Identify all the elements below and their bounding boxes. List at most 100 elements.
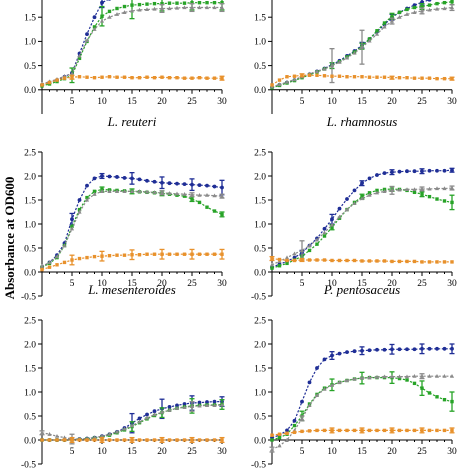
x-tick-label: 25: [187, 97, 197, 107]
data-point: [314, 237, 320, 242]
data-point: [197, 183, 202, 188]
series-orange: [270, 73, 455, 87]
data-point: [92, 176, 97, 181]
data-point: [352, 188, 357, 193]
data-point: [204, 5, 210, 10]
data-point: [129, 423, 135, 428]
data-point: [442, 186, 447, 191]
x-tick-label: 25: [417, 97, 427, 107]
data-point: [315, 428, 319, 433]
data-point: [427, 346, 432, 351]
data-point: [197, 438, 202, 442]
x-tick-label: 10: [327, 97, 337, 107]
data-point: [412, 76, 417, 80]
data-point: [182, 194, 187, 198]
data-point: [47, 80, 52, 85]
data-point: [99, 189, 105, 193]
data-point: [450, 346, 454, 351]
panel-title: P. pentosaceus: [323, 282, 400, 297]
y-tick-label: 0.5: [254, 244, 266, 254]
data-point: [182, 405, 187, 409]
data-point: [130, 76, 134, 80]
data-point: [145, 412, 149, 417]
data-point: [367, 375, 372, 380]
series-line: [271, 348, 452, 439]
y-tick-label: 0.5: [24, 412, 36, 422]
data-point: [270, 438, 274, 442]
data-point: [390, 347, 394, 352]
x-tick-label: 20: [387, 97, 397, 107]
data-point: [412, 187, 417, 192]
data-point: [85, 32, 89, 37]
data-point: [450, 428, 454, 433]
data-point: [427, 0, 432, 2]
data-point: [130, 438, 134, 442]
data-point: [212, 399, 217, 404]
data-point: [315, 258, 319, 262]
data-point: [397, 169, 402, 174]
data-point: [145, 178, 149, 183]
data-point: [420, 260, 424, 264]
data-point: [69, 71, 75, 76]
data-point: [270, 83, 274, 87]
data-point: [167, 76, 172, 80]
data-point: [92, 435, 97, 440]
data-point: [345, 197, 349, 201]
data-point: [435, 428, 439, 433]
data-point: [427, 373, 432, 378]
data-point: [315, 366, 319, 370]
data-point: [389, 374, 395, 379]
series-gray: [269, 373, 455, 453]
data-point: [137, 253, 142, 257]
data-point: [322, 230, 327, 235]
data-point: [197, 252, 202, 256]
y-tick-label: 1.5: [254, 196, 266, 206]
data-point: [322, 234, 327, 238]
data-point: [270, 266, 274, 270]
data-point: [449, 373, 455, 378]
series-blue: [270, 167, 455, 270]
data-point: [300, 429, 304, 434]
y-tick-label: 1.0: [254, 38, 266, 48]
data-point: [77, 75, 82, 79]
data-point: [220, 438, 224, 442]
x-tick-label: 15: [127, 447, 137, 457]
data-point: [375, 188, 379, 193]
x-tick-label: 25: [417, 447, 427, 457]
x-tick-label: 30: [447, 97, 457, 107]
data-point: [345, 75, 349, 79]
x-tick-label: 20: [157, 279, 167, 289]
data-point: [345, 258, 349, 263]
x-tick-label: 25: [417, 279, 427, 289]
data-point: [190, 197, 194, 201]
x-tick-label: 30: [217, 97, 227, 107]
series-gray: [269, 185, 455, 267]
data-point: [220, 185, 224, 190]
data-point: [270, 433, 274, 437]
data-point: [397, 15, 402, 19]
data-point: [307, 243, 312, 248]
y-tick-label: 0.5: [24, 62, 36, 72]
data-point: [299, 416, 305, 420]
data-point: [382, 189, 387, 193]
data-point: [450, 260, 454, 264]
data-point: [434, 6, 440, 11]
data-point: [182, 252, 187, 256]
data-point: [189, 192, 195, 197]
y-tick-label: 1.5: [254, 364, 266, 374]
data-point: [205, 76, 209, 80]
data-point: [212, 0, 217, 5]
data-point: [374, 31, 380, 36]
data-point: [197, 400, 202, 405]
x-tick-label: 10: [327, 447, 337, 457]
data-point: [330, 428, 334, 433]
data-point: [189, 404, 195, 408]
data-point: [315, 242, 319, 246]
data-point: [270, 256, 274, 261]
data-point: [70, 438, 74, 442]
data-point: [427, 186, 432, 191]
y-tick-label: 1.5: [24, 364, 36, 374]
data-point: [47, 438, 52, 442]
x-tick-label: 20: [387, 447, 397, 457]
